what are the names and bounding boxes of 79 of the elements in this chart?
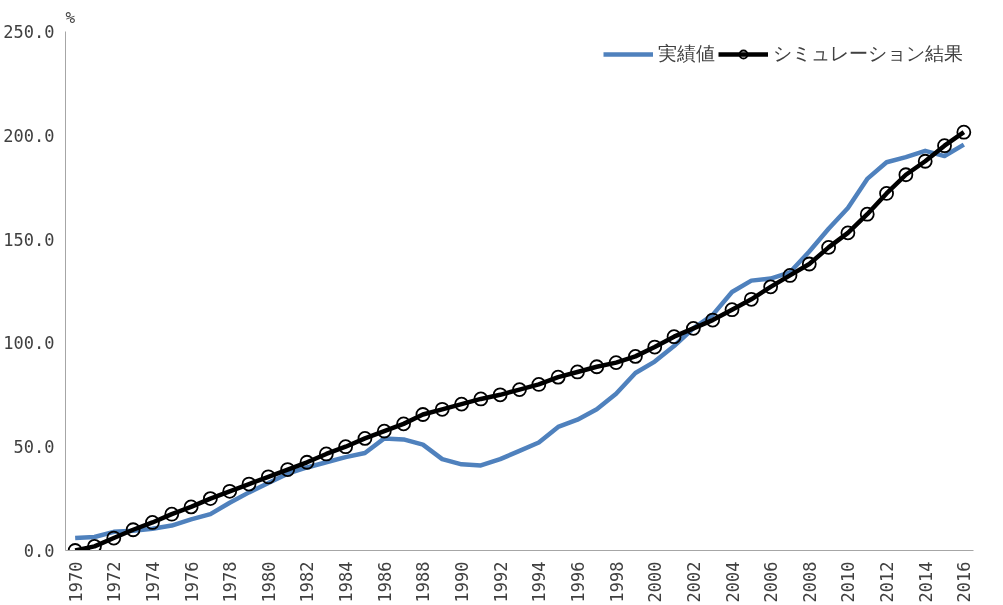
y-axis-title: %: [65, 7, 76, 27]
x-tick-label: 1996: [567, 561, 588, 603]
point: [145, 515, 160, 530]
x-tick-label: 1994: [529, 561, 550, 603]
point: [859, 206, 875, 222]
x-tick-label: 2012: [877, 561, 898, 603]
point: [898, 167, 914, 183]
x-tick-label: 1976: [181, 561, 202, 603]
point: [280, 462, 296, 477]
x-tick-label: 2010: [838, 561, 859, 603]
point: [299, 454, 315, 470]
point: [917, 153, 933, 169]
point: [570, 364, 585, 380]
point: [647, 339, 663, 355]
point: [473, 391, 489, 407]
x-tick-label: 2016: [954, 561, 975, 603]
x-tick-label: 2000: [645, 561, 666, 603]
x-tick-label: 1992: [490, 561, 511, 603]
point: [415, 407, 431, 422]
point: [87, 538, 102, 551]
point: [879, 186, 894, 201]
point: [492, 387, 508, 403]
x-tick-label: 1986: [374, 561, 395, 603]
point: [338, 439, 354, 455]
point: [550, 369, 566, 385]
point: [164, 506, 180, 522]
x-tick-label: 1970: [65, 561, 86, 603]
y-tick-label: 150.0: [3, 229, 55, 250]
x-tick-label: 1984: [336, 561, 357, 603]
y-tick-label: 50.0: [13, 437, 55, 458]
point: [763, 279, 779, 295]
point: [608, 355, 624, 371]
point: [782, 268, 798, 283]
legend-label: シミュレーション結果: [773, 42, 963, 66]
x-tick-label: 1982: [297, 561, 318, 603]
point: [222, 483, 238, 499]
x-tick-label: 1978: [220, 561, 241, 603]
x-tick-label: 1988: [413, 561, 434, 603]
point: [241, 476, 257, 492]
x-tick-label: 2006: [761, 561, 782, 603]
point: [376, 423, 392, 439]
x-tick-label: 2014: [915, 561, 936, 603]
x-tick-label: 1972: [104, 561, 125, 603]
point: [956, 124, 972, 140]
point: [318, 446, 334, 462]
y-tick-label: 0.0: [23, 541, 55, 561]
point: [260, 469, 276, 485]
point: [705, 312, 721, 328]
x-tick-label: 1998: [606, 561, 627, 603]
point: [589, 359, 605, 375]
point: [434, 401, 450, 417]
x-tick-label: 1980: [258, 561, 279, 603]
point: [724, 302, 740, 318]
y-tick-label: 250.0: [3, 22, 55, 42]
point: [512, 382, 527, 397]
point: [685, 320, 701, 336]
point: [840, 225, 856, 241]
point: [125, 522, 141, 538]
point: [396, 416, 411, 432]
x-tick-label: 1974: [142, 561, 163, 603]
x-tick-label: 1990: [452, 561, 473, 603]
x-tick-label: 2008: [799, 561, 820, 603]
point: [454, 396, 469, 412]
x-tick-label: 2004: [722, 561, 743, 603]
point: [743, 291, 759, 307]
point: [666, 329, 682, 345]
y-tick-label: 100.0: [3, 333, 55, 354]
point: [106, 530, 122, 546]
point: [357, 431, 373, 446]
point: [202, 491, 218, 506]
point: [937, 138, 952, 154]
legend-label: 実績値: [658, 42, 715, 66]
point: [801, 256, 817, 272]
y-tick-label: 200.0: [3, 125, 55, 146]
x-tick-label: 2002: [683, 561, 704, 603]
point: [628, 349, 643, 364]
point: [183, 499, 199, 515]
point: [821, 240, 837, 255]
point: [531, 377, 547, 392]
